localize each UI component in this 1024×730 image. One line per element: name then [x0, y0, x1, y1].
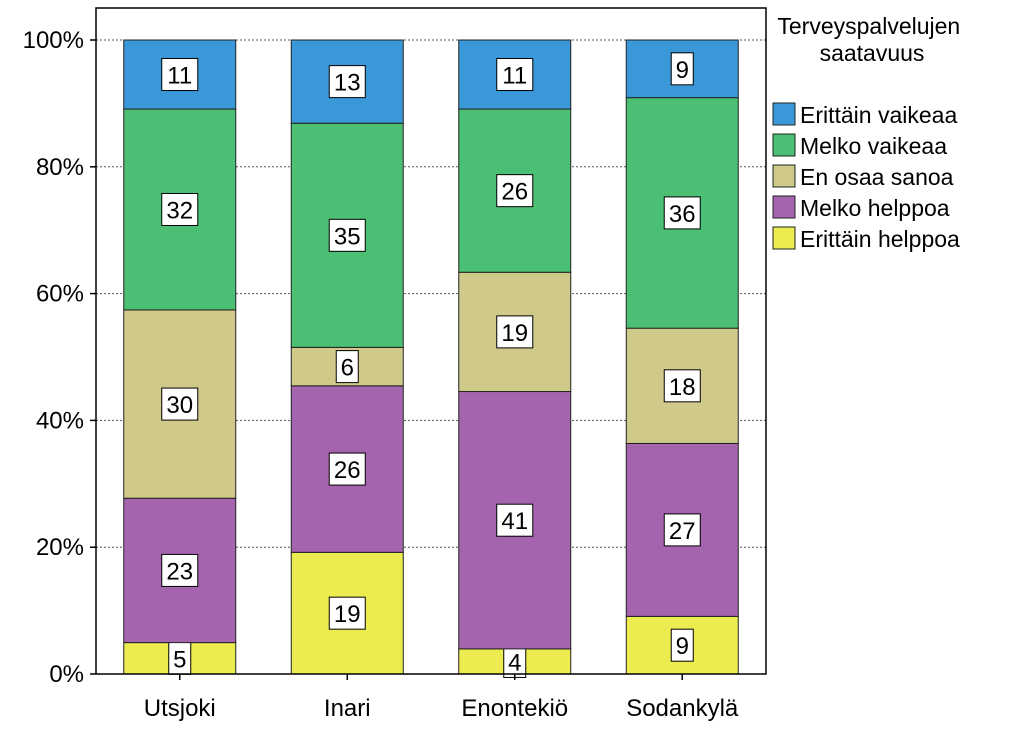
- x-tick-label: Enontekiö: [461, 695, 568, 722]
- legend-swatch-en-osaa-sanoa: [772, 164, 796, 188]
- data-label: 9: [676, 633, 689, 660]
- x-tick-label: Sodankylä: [626, 695, 739, 722]
- legend-label-melko-helppoa: Melko helppoa: [800, 195, 950, 221]
- legend-swatch-erittain-helppoa: [772, 226, 796, 250]
- data-label-box: [663, 369, 701, 403]
- data-label: 23: [166, 558, 193, 585]
- data-label-box: [496, 315, 534, 349]
- data-label-box: [328, 218, 366, 252]
- data-label: 35: [334, 223, 361, 250]
- data-label: 4: [508, 649, 521, 676]
- data-label-box: [161, 192, 199, 226]
- data-label-box: [161, 387, 199, 421]
- data-label: 11: [167, 63, 192, 90]
- data-label: 26: [334, 457, 361, 484]
- data-label: 19: [334, 601, 361, 628]
- legend-label-melko-vaikeaa: Melko vaikeaa: [800, 133, 947, 159]
- legend-label-erittain-helppoa: Erittäin helppoa: [800, 226, 960, 252]
- data-label-box: [670, 52, 694, 86]
- x-tick-label: Utsjoki: [144, 695, 216, 722]
- legend-swatch-erittain-vaikeaa: [772, 102, 796, 126]
- data-label-box: [161, 553, 199, 587]
- data-label-box: [161, 58, 199, 92]
- legend-label-en-osaa-sanoa: En osaa sanoa: [800, 164, 954, 190]
- legend-swatch-melko-vaikeaa: [772, 133, 796, 157]
- data-label-box: [335, 350, 359, 384]
- y-tick-label: 0%: [49, 661, 84, 688]
- data-label-box: [496, 503, 534, 537]
- data-label: 19: [501, 320, 528, 347]
- data-label: 9: [676, 57, 689, 84]
- data-label: 36: [669, 201, 696, 228]
- data-label: 11: [502, 63, 527, 90]
- y-tick-label: 60%: [36, 281, 84, 308]
- y-tick-label: 20%: [36, 534, 84, 561]
- legend-swatch-melko-helppoa: [772, 195, 796, 219]
- y-axis: 0% 20% 40% 60% 80% 100%: [23, 27, 96, 688]
- data-label-box: [328, 452, 366, 486]
- data-label: 27: [669, 518, 696, 545]
- data-label: 18: [669, 374, 696, 401]
- bars-group: 5 23 30 32 11 19 26 6 35 13 4 41 19 26 11 9 27 18 36 9: [123, 39, 739, 678]
- y-tick-label: 100%: [23, 27, 84, 54]
- data-label-box: [328, 596, 366, 630]
- data-label: 32: [166, 197, 193, 224]
- data-label-box: [663, 513, 701, 547]
- data-label: 6: [341, 355, 354, 382]
- plot-frame: [95, 7, 767, 675]
- x-axis: Utsjoki Inari Enontekiö Sodankylä: [144, 674, 739, 722]
- data-label: 26: [501, 179, 528, 206]
- legend-label-erittain-vaikeaa: Erittäin vaikeaa: [800, 102, 957, 128]
- data-label-box: [496, 58, 534, 92]
- data-label-box: [663, 196, 701, 230]
- data-label: 30: [166, 392, 193, 419]
- data-label: 5: [173, 646, 186, 673]
- data-label-box: [328, 65, 366, 99]
- data-label: 13: [334, 70, 361, 97]
- y-tick-label: 80%: [36, 154, 84, 181]
- x-tick-label: Inari: [324, 695, 371, 722]
- data-label-box: [670, 628, 694, 662]
- legend: Terveyspalvelujen saatavuus Erittäin vai…: [772, 13, 966, 252]
- data-label: 41: [501, 508, 528, 535]
- legend-title: Terveyspalvelujen saatavuus: [777, 13, 966, 66]
- data-label-box: [496, 174, 534, 208]
- y-tick-label: 40%: [36, 407, 84, 434]
